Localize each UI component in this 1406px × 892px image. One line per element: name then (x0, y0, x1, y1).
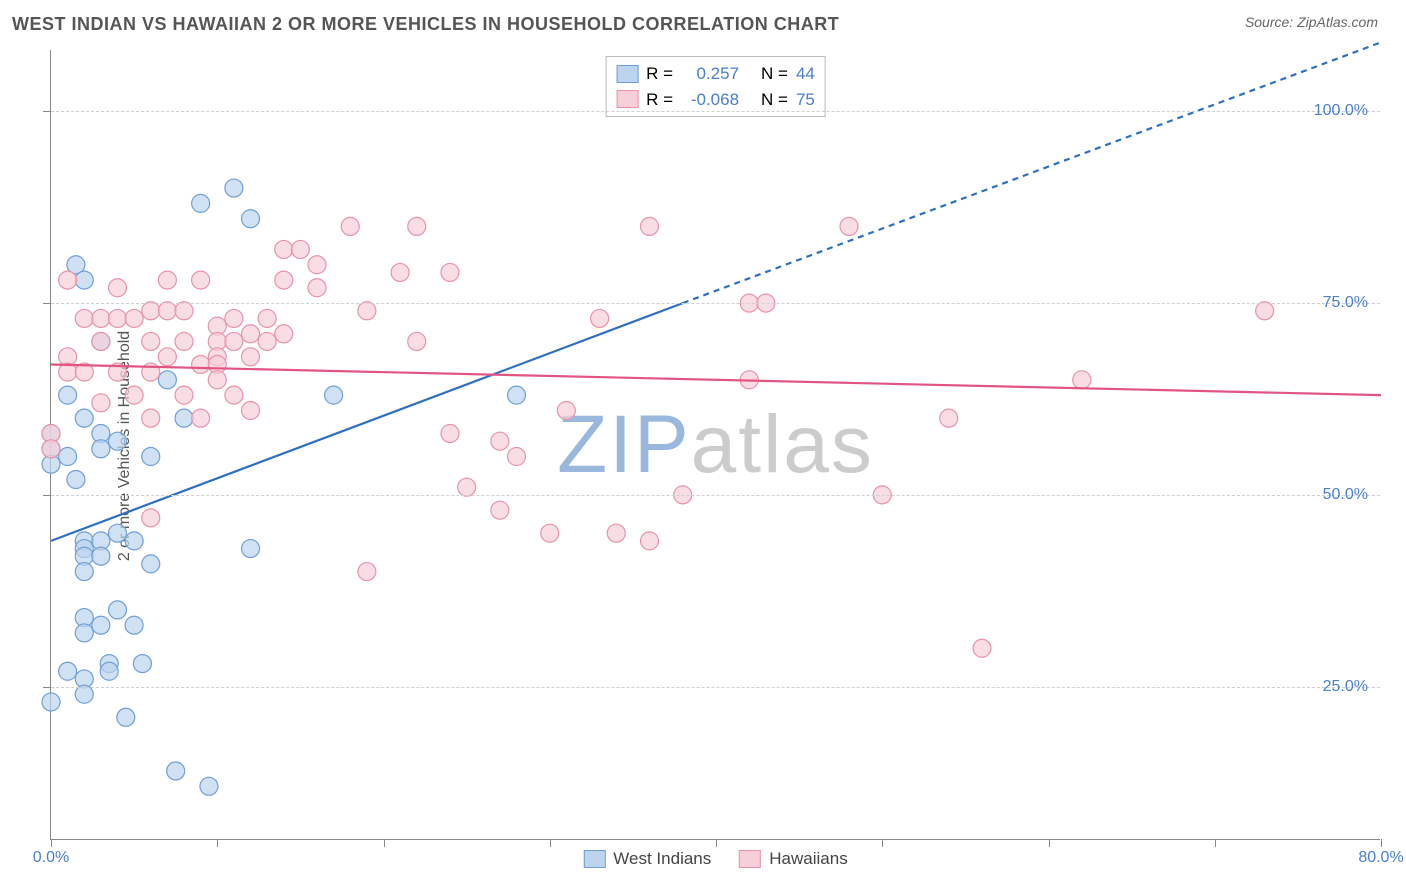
legend-swatch-west-indians (583, 850, 605, 868)
legend-item-west-indians: West Indians (583, 849, 711, 869)
r-value: 0.257 (681, 61, 739, 87)
swatch-hawaiians (616, 90, 638, 108)
r-label: R = (646, 87, 673, 113)
chart-title: WEST INDIAN VS HAWAIIAN 2 OR MORE VEHICL… (12, 14, 839, 34)
correlation-stats-box: R = 0.257 N = 44 R = -0.068 N = 75 (605, 56, 826, 117)
source-attribution: Source: ZipAtlas.com (1245, 14, 1378, 30)
x-tick-label: 80.0% (1358, 849, 1403, 867)
legend-item-hawaiians: Hawaiians (739, 849, 847, 869)
swatch-west-indians (616, 65, 638, 83)
legend-label: West Indians (613, 849, 711, 869)
chart-header: WEST INDIAN VS HAWAIIAN 2 OR MORE VEHICL… (0, 0, 1406, 50)
n-value: 75 (796, 87, 815, 113)
legend-swatch-hawaiians (739, 850, 761, 868)
y-tick-label: 50.0% (1323, 486, 1368, 504)
stats-row-west-indians: R = 0.257 N = 44 (616, 61, 815, 87)
legend-label: Hawaiians (769, 849, 847, 869)
r-label: R = (646, 61, 673, 87)
x-tick-label: 0.0% (33, 849, 69, 867)
y-tick-label: 25.0% (1323, 678, 1368, 696)
scatter-svg (51, 50, 1380, 839)
y-tick-label: 75.0% (1323, 294, 1368, 312)
y-tick-label: 100.0% (1314, 102, 1368, 120)
r-value: -0.068 (681, 87, 739, 113)
stats-row-hawaiians: R = -0.068 N = 75 (616, 87, 815, 113)
legend: West Indians Hawaiians (583, 849, 847, 869)
n-value: 44 (796, 61, 815, 87)
n-label: N = (761, 87, 788, 113)
n-label: N = (761, 61, 788, 87)
chart-plot-area: ZIPatlas R = 0.257 N = 44 R = -0.068 N =… (50, 50, 1380, 840)
